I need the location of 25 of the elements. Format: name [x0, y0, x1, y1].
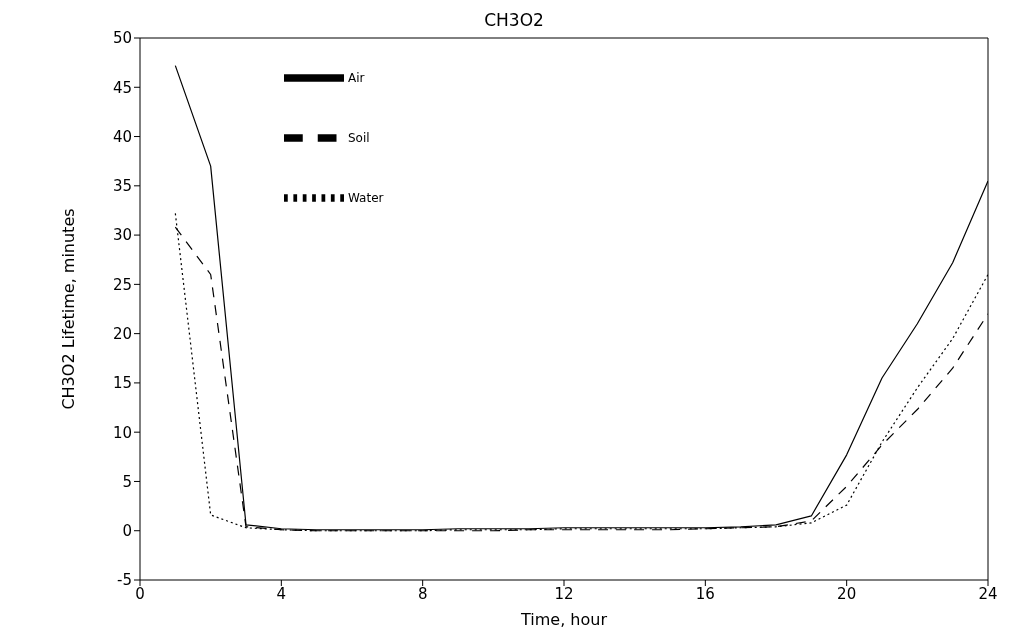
y-tick-label: 5 [122, 472, 132, 491]
y-tick-label: 15 [112, 374, 132, 393]
chart-title: CH3O2 [483, 10, 545, 30]
y-tick-label: 20 [112, 324, 132, 343]
x-tick-label: 12 [554, 584, 574, 603]
y-tick-label: 50 [112, 29, 132, 48]
y-tick-label: 45 [112, 78, 132, 97]
x-tick-label: 24 [978, 584, 998, 603]
legend-label: Air [348, 70, 365, 85]
x-tick-label: 4 [276, 584, 287, 603]
y-tick-label: 35 [112, 177, 132, 196]
x-tick-label: 8 [417, 584, 428, 603]
x-axis-title: Time, hour [520, 610, 608, 629]
legend-label: Water [348, 190, 384, 205]
y-tick-label: -5 [117, 571, 132, 590]
legend-label: Soil [348, 130, 370, 145]
y-tick-label: 0 [122, 522, 132, 541]
y-axis-title: CH3O2 Lifetime, minutes [58, 208, 78, 410]
x-tick-label: 0 [135, 584, 145, 603]
x-tick-label: 20 [837, 584, 857, 603]
y-tick-label: 25 [112, 275, 132, 294]
y-tick-label: 40 [112, 127, 132, 146]
x-tick-label: 16 [695, 584, 715, 603]
y-tick-label: 10 [112, 423, 132, 442]
y-tick-label: 30 [112, 226, 132, 245]
